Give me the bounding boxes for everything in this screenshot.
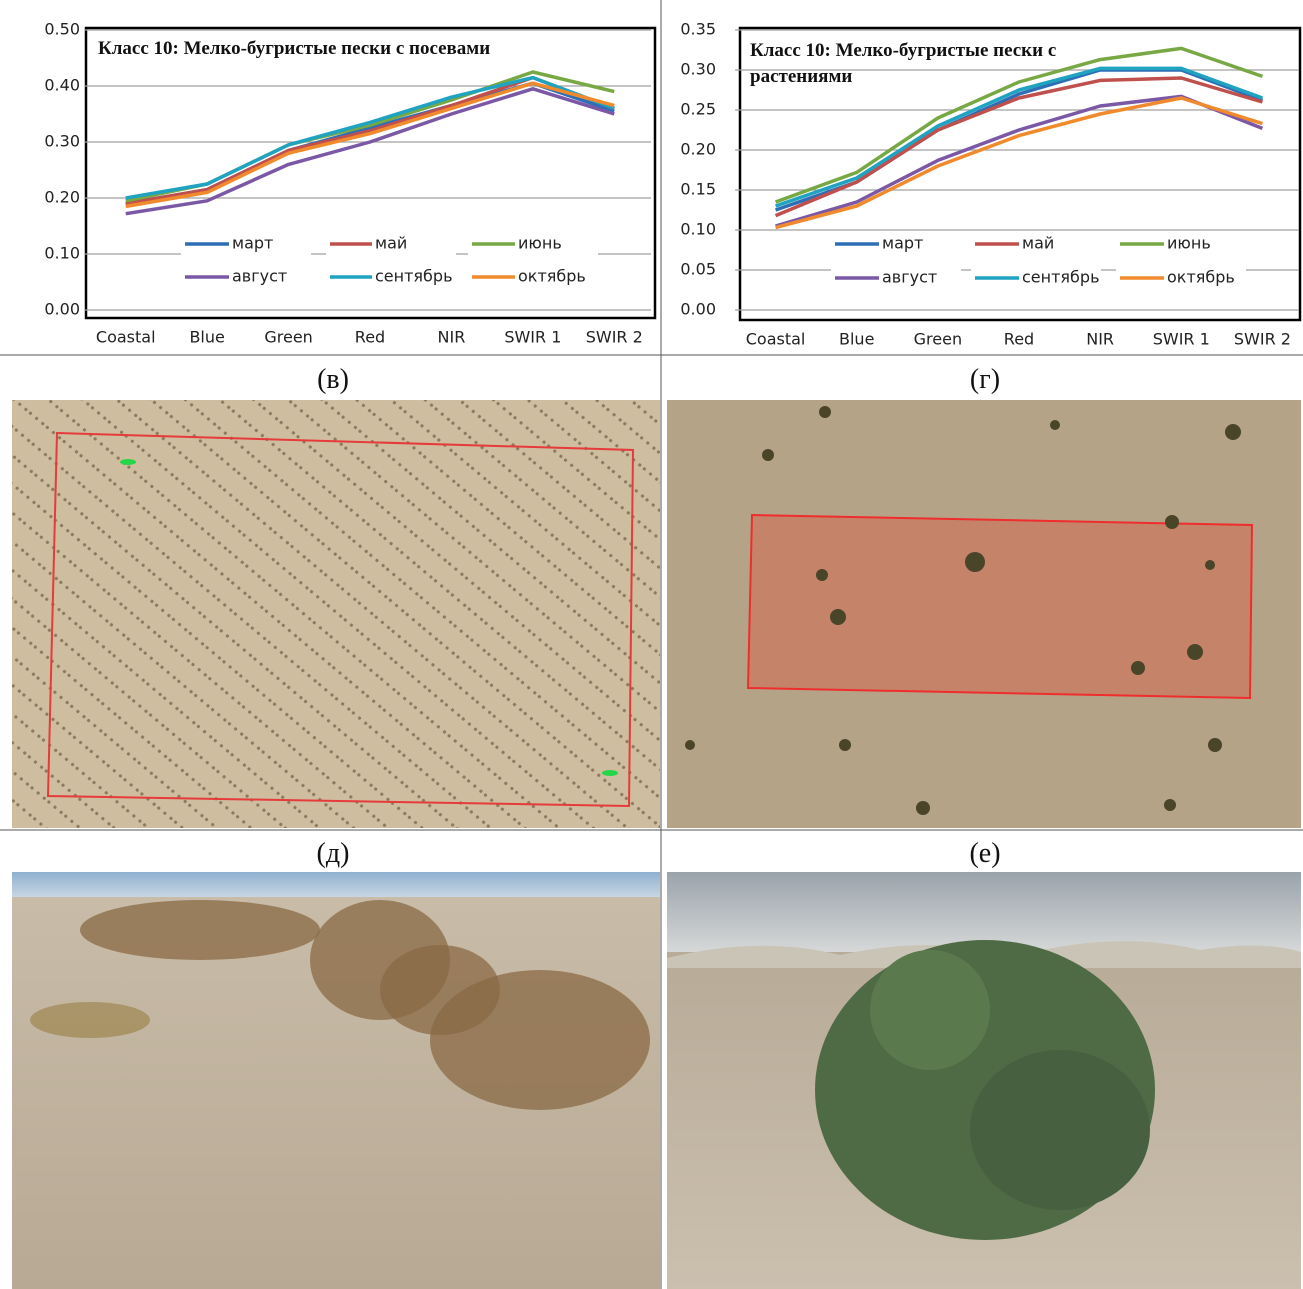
legend-label: июнь [1167, 234, 1211, 253]
plot-frame [84, 26, 657, 320]
series-line [775, 66, 1264, 208]
y-tick-label: 0.30 [680, 60, 716, 79]
legend-label: октябрь [518, 267, 586, 286]
legend-bg [831, 267, 961, 289]
y-tick-label: 0.10 [44, 244, 80, 263]
legend-bg [468, 233, 598, 255]
x-tick-label: Red [355, 328, 385, 347]
legend-label: сентябрь [375, 267, 453, 286]
legend-label: сентябрь [1022, 268, 1100, 287]
x-tick-label: NIR [1086, 330, 1114, 349]
y-tick-label: 0.05 [680, 260, 716, 279]
x-tick-label: Green [264, 328, 312, 347]
legend-label: март [882, 234, 923, 253]
x-tick-label: NIR [438, 328, 466, 347]
legend-bg [971, 267, 1101, 289]
legend-bg [326, 233, 456, 255]
panel-label: (в) [317, 364, 349, 395]
y-tick-label: 0.20 [680, 140, 716, 159]
series-line [775, 96, 1263, 230]
legend-label: май [1022, 234, 1054, 253]
x-tick-label: SWIR 2 [586, 328, 643, 347]
y-tick-label: 0.35 [680, 20, 716, 39]
legend-label: июнь [518, 234, 562, 253]
legend-bg [1116, 233, 1246, 255]
x-tick-label: SWIR 1 [1153, 330, 1210, 349]
y-tick-label: 0.50 [44, 20, 80, 39]
panel-label: (г) [969, 364, 1001, 395]
x-tick-label: Blue [839, 330, 874, 349]
legend-bg [1116, 267, 1246, 289]
legend-label: май [375, 234, 407, 253]
series-line [774, 46, 1264, 204]
series-line [125, 81, 615, 209]
legend-bg [181, 266, 311, 288]
y-tick-label: 0.40 [44, 76, 80, 95]
legend-label: август [882, 268, 937, 287]
x-tick-label: Coastal [746, 330, 806, 349]
legend-label: март [232, 234, 273, 253]
x-tick-label: Red [1004, 330, 1034, 349]
x-tick-label: SWIR 2 [1234, 330, 1291, 349]
panel-label: (д) [316, 838, 350, 869]
series-line [125, 87, 615, 216]
x-tick-label: Blue [189, 328, 224, 347]
chart-title: Класс 10: Мелко-бугристые пески с растен… [750, 40, 1057, 87]
x-tick-label: SWIR 1 [504, 328, 561, 347]
x-tick-label: Green [914, 330, 962, 349]
y-tick-label: 0.20 [44, 188, 80, 207]
chart-title: Класс 10: Мелко-бугристые пески с посева… [98, 38, 491, 59]
legend-label: август [232, 267, 287, 286]
y-tick-label: 0.25 [680, 100, 716, 119]
legend-bg [831, 233, 961, 255]
series-line [774, 76, 1263, 218]
y-tick-label: 0.00 [680, 300, 716, 319]
legend-bg [326, 266, 456, 288]
y-tick-label: 0.15 [680, 180, 716, 199]
legend-bg [181, 233, 311, 255]
y-tick-label: 0.30 [44, 132, 80, 151]
y-tick-label: 0.10 [680, 220, 716, 239]
x-tick-label: Coastal [96, 328, 156, 347]
panel-label: (е) [969, 838, 1001, 869]
y-tick-label: 0.00 [44, 300, 80, 319]
series-line [125, 75, 615, 200]
legend-label: октябрь [1167, 268, 1235, 287]
legend-bg [468, 266, 598, 288]
plot-frame [738, 26, 1302, 322]
legend-bg [971, 233, 1101, 255]
